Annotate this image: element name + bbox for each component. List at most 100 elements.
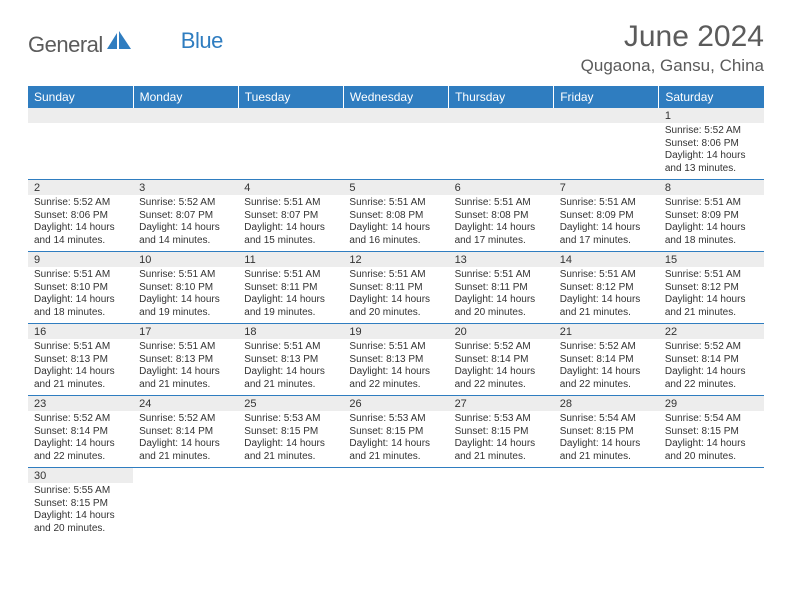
sunset-line: Sunset: 8:15 PM [455, 426, 548, 439]
day-number-cell: 13 [449, 252, 554, 268]
sunrise-line: Sunrise: 5:52 AM [139, 197, 232, 210]
day-detail-cell [238, 483, 343, 539]
day-detail-cell: Sunrise: 5:51 AMSunset: 8:13 PMDaylight:… [238, 339, 343, 396]
day-detail-cell [343, 123, 448, 180]
day-detail-cell: Sunrise: 5:52 AMSunset: 8:14 PMDaylight:… [133, 411, 238, 468]
daylight-line: Daylight: 14 hours and 21 minutes. [139, 438, 232, 463]
sunset-line: Sunset: 8:14 PM [455, 354, 548, 367]
sunrise-line: Sunrise: 5:51 AM [455, 269, 548, 282]
sunrise-line: Sunrise: 5:54 AM [665, 413, 758, 426]
sunset-line: Sunset: 8:13 PM [34, 354, 127, 367]
day-detail-cell: Sunrise: 5:51 AMSunset: 8:13 PMDaylight:… [133, 339, 238, 396]
sunset-line: Sunset: 8:13 PM [244, 354, 337, 367]
daylight-line: Daylight: 14 hours and 16 minutes. [349, 222, 442, 247]
day-detail-cell: Sunrise: 5:51 AMSunset: 8:07 PMDaylight:… [238, 195, 343, 252]
day-detail-cell: Sunrise: 5:51 AMSunset: 8:11 PMDaylight:… [343, 267, 448, 324]
daylight-line: Daylight: 14 hours and 19 minutes. [139, 294, 232, 319]
sunset-line: Sunset: 8:09 PM [560, 210, 653, 223]
daylight-line: Daylight: 14 hours and 22 minutes. [560, 366, 653, 391]
day-detail-cell: Sunrise: 5:51 AMSunset: 8:13 PMDaylight:… [28, 339, 133, 396]
daylight-line: Daylight: 14 hours and 21 minutes. [244, 438, 337, 463]
daylight-line: Daylight: 14 hours and 13 minutes. [665, 150, 758, 175]
sunrise-line: Sunrise: 5:53 AM [244, 413, 337, 426]
day-detail-cell: Sunrise: 5:51 AMSunset: 8:11 PMDaylight:… [238, 267, 343, 324]
sunset-line: Sunset: 8:13 PM [349, 354, 442, 367]
sunset-line: Sunset: 8:15 PM [349, 426, 442, 439]
daylight-line: Daylight: 14 hours and 18 minutes. [34, 294, 127, 319]
day-number-cell: 19 [343, 324, 448, 340]
daylight-line: Daylight: 14 hours and 21 minutes. [665, 294, 758, 319]
day-detail-cell: Sunrise: 5:53 AMSunset: 8:15 PMDaylight:… [343, 411, 448, 468]
daylight-line: Daylight: 14 hours and 14 minutes. [139, 222, 232, 247]
sunrise-line: Sunrise: 5:53 AM [349, 413, 442, 426]
sunrise-line: Sunrise: 5:54 AM [560, 413, 653, 426]
day-detail-cell: Sunrise: 5:52 AMSunset: 8:06 PMDaylight:… [28, 195, 133, 252]
sunrise-line: Sunrise: 5:52 AM [455, 341, 548, 354]
day-detail-cell: Sunrise: 5:51 AMSunset: 8:11 PMDaylight:… [449, 267, 554, 324]
weekday-header-row: Sunday Monday Tuesday Wednesday Thursday… [28, 86, 764, 108]
sunrise-line: Sunrise: 5:51 AM [139, 341, 232, 354]
day-detail-cell: Sunrise: 5:51 AMSunset: 8:13 PMDaylight:… [343, 339, 448, 396]
day-number-cell: 30 [28, 468, 133, 484]
sunset-line: Sunset: 8:15 PM [34, 498, 127, 511]
day-detail-cell [449, 123, 554, 180]
sunrise-line: Sunrise: 5:52 AM [34, 197, 127, 210]
daylight-line: Daylight: 14 hours and 21 minutes. [455, 438, 548, 463]
sunrise-line: Sunrise: 5:51 AM [244, 341, 337, 354]
day-number-cell: 4 [238, 180, 343, 196]
sunrise-line: Sunrise: 5:52 AM [560, 341, 653, 354]
sunrise-line: Sunrise: 5:51 AM [560, 197, 653, 210]
day-detail-cell [133, 123, 238, 180]
sunset-line: Sunset: 8:15 PM [560, 426, 653, 439]
sunrise-line: Sunrise: 5:51 AM [349, 341, 442, 354]
day-detail-cell [659, 483, 764, 539]
sunrise-line: Sunrise: 5:51 AM [560, 269, 653, 282]
sunrise-line: Sunrise: 5:51 AM [665, 269, 758, 282]
daylight-line: Daylight: 14 hours and 17 minutes. [455, 222, 548, 247]
day-detail-cell: Sunrise: 5:55 AMSunset: 8:15 PMDaylight:… [28, 483, 133, 539]
day-detail-cell: Sunrise: 5:51 AMSunset: 8:10 PMDaylight:… [28, 267, 133, 324]
day-detail-cell: Sunrise: 5:52 AMSunset: 8:06 PMDaylight:… [659, 123, 764, 180]
daylight-line: Daylight: 14 hours and 21 minutes. [560, 438, 653, 463]
day-number-cell: 26 [343, 396, 448, 412]
sunset-line: Sunset: 8:14 PM [560, 354, 653, 367]
sunrise-line: Sunrise: 5:51 AM [349, 197, 442, 210]
detail-row: Sunrise: 5:52 AMSunset: 8:06 PMDaylight:… [28, 195, 764, 252]
day-detail-cell: Sunrise: 5:52 AMSunset: 8:14 PMDaylight:… [449, 339, 554, 396]
daylight-line: Daylight: 14 hours and 22 minutes. [455, 366, 548, 391]
daynum-row: 1 [28, 108, 764, 123]
day-detail-cell: Sunrise: 5:51 AMSunset: 8:10 PMDaylight:… [133, 267, 238, 324]
weekday-sunday: Sunday [28, 86, 133, 108]
sunrise-line: Sunrise: 5:52 AM [665, 341, 758, 354]
sunset-line: Sunset: 8:06 PM [665, 138, 758, 151]
sunset-line: Sunset: 8:10 PM [34, 282, 127, 295]
day-detail-cell: Sunrise: 5:53 AMSunset: 8:15 PMDaylight:… [238, 411, 343, 468]
sunrise-line: Sunrise: 5:53 AM [455, 413, 548, 426]
sunrise-line: Sunrise: 5:52 AM [34, 413, 127, 426]
weekday-friday: Friday [554, 86, 659, 108]
day-number-cell [28, 108, 133, 123]
sunrise-line: Sunrise: 5:51 AM [349, 269, 442, 282]
sunset-line: Sunset: 8:12 PM [665, 282, 758, 295]
location: Qugaona, Gansu, China [581, 56, 764, 76]
calendar-page: General Blue June 2024 Qugaona, Gansu, C… [0, 0, 792, 559]
sunset-line: Sunset: 8:14 PM [139, 426, 232, 439]
day-detail-cell: Sunrise: 5:54 AMSunset: 8:15 PMDaylight:… [659, 411, 764, 468]
daylight-line: Daylight: 14 hours and 14 minutes. [34, 222, 127, 247]
day-number-cell: 3 [133, 180, 238, 196]
sunset-line: Sunset: 8:15 PM [244, 426, 337, 439]
daynum-row: 2345678 [28, 180, 764, 196]
day-number-cell: 20 [449, 324, 554, 340]
day-number-cell: 2 [28, 180, 133, 196]
sunset-line: Sunset: 8:14 PM [665, 354, 758, 367]
daylight-line: Daylight: 14 hours and 15 minutes. [244, 222, 337, 247]
day-number-cell: 23 [28, 396, 133, 412]
day-number-cell: 10 [133, 252, 238, 268]
daylight-line: Daylight: 14 hours and 20 minutes. [665, 438, 758, 463]
day-number-cell: 22 [659, 324, 764, 340]
day-detail-cell: Sunrise: 5:54 AMSunset: 8:15 PMDaylight:… [554, 411, 659, 468]
day-detail-cell: Sunrise: 5:51 AMSunset: 8:12 PMDaylight:… [659, 267, 764, 324]
title-block: June 2024 Qugaona, Gansu, China [581, 20, 764, 76]
weekday-tuesday: Tuesday [238, 86, 343, 108]
calendar-table: Sunday Monday Tuesday Wednesday Thursday… [28, 86, 764, 539]
